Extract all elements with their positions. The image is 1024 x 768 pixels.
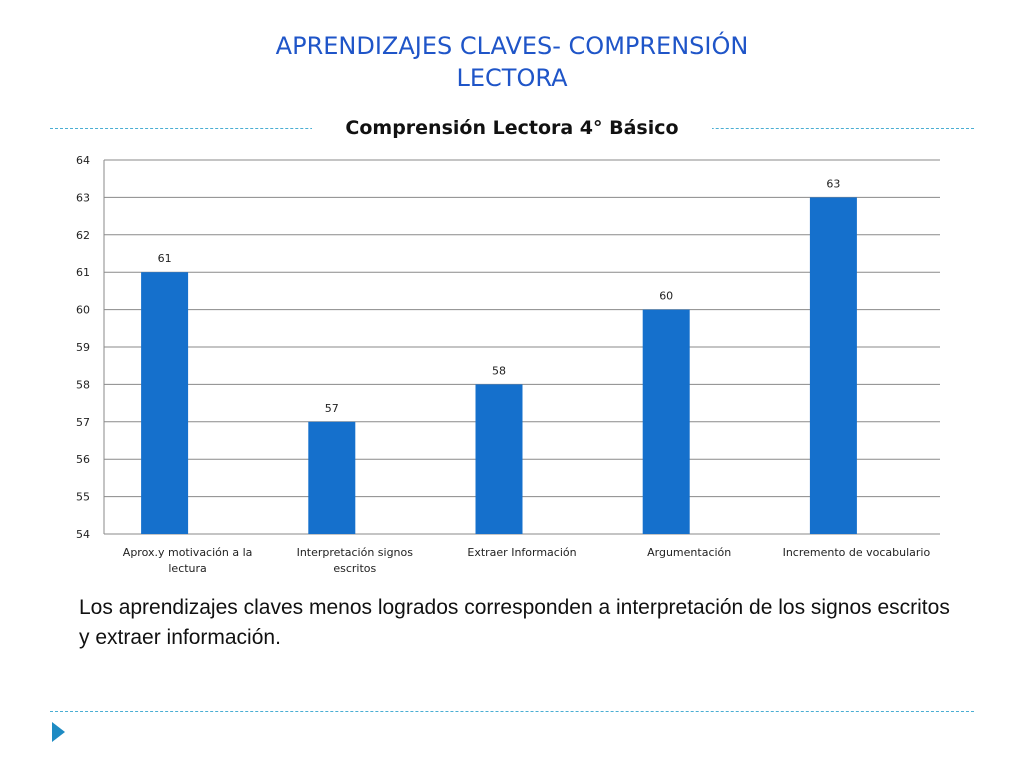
x-tick-label: Aprox.y motivación a la bbox=[123, 546, 253, 559]
y-tick-label: 60 bbox=[76, 304, 90, 317]
bar bbox=[308, 421, 356, 534]
y-tick-label: 62 bbox=[76, 229, 90, 242]
bar bbox=[141, 272, 189, 534]
x-tick-label: Incremento de vocabulario bbox=[783, 546, 931, 559]
y-tick-label: 59 bbox=[76, 341, 90, 354]
bar bbox=[475, 384, 523, 534]
data-label: 60 bbox=[659, 290, 673, 303]
x-tick-label: escritos bbox=[333, 562, 376, 575]
y-tick-label: 64 bbox=[76, 154, 90, 167]
data-label: 61 bbox=[158, 252, 172, 265]
y-tick-label: 63 bbox=[76, 191, 90, 204]
x-tick-label: Interpretación signos bbox=[297, 546, 414, 559]
slide-title: APRENDIZAJES CLAVES- COMPRENSIÓN LECTORA bbox=[150, 30, 874, 94]
bar bbox=[809, 197, 857, 534]
data-label: 57 bbox=[325, 402, 339, 415]
bar-chart: 54 55 56 57 58 59 60 61 62 63 64 61 Aprox.y motivaci… bbox=[76, 154, 940, 575]
slide-caption: Los aprendizajes claves menos logrados c… bbox=[79, 596, 950, 649]
slide-title-line-1: APRENDIZAJES CLAVES- COMPRENSIÓN bbox=[275, 32, 749, 60]
slide-title-line-2: LECTORA bbox=[456, 64, 568, 92]
y-tick-label: 58 bbox=[76, 378, 90, 391]
y-tick-label: 55 bbox=[76, 491, 90, 504]
y-tick-label: 61 bbox=[76, 266, 90, 279]
x-tick-label: Extraer Información bbox=[467, 546, 576, 559]
data-label: 63 bbox=[826, 177, 840, 190]
y-tick-label: 57 bbox=[76, 416, 90, 429]
x-tick-label: lectura bbox=[168, 562, 206, 575]
x-tick-label: Argumentación bbox=[647, 546, 731, 559]
bar bbox=[642, 309, 690, 534]
bottom-dashed-divider bbox=[50, 711, 974, 712]
y-tick-label: 56 bbox=[76, 453, 90, 466]
next-slide-arrow-icon[interactable] bbox=[52, 722, 65, 742]
y-tick-label: 54 bbox=[76, 528, 90, 541]
data-label: 58 bbox=[492, 364, 506, 377]
chart-title: Comprensión Lectora 4° Básico bbox=[312, 114, 712, 142]
